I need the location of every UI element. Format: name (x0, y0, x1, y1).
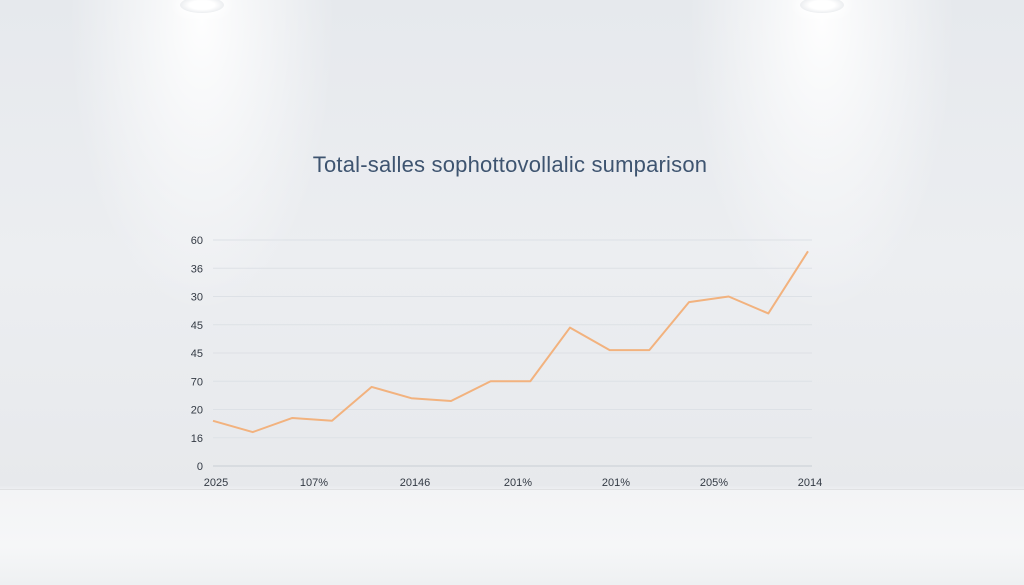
y-tick-label: 16 (191, 433, 203, 445)
x-tick-label: 2025 (204, 477, 228, 489)
gridlines (213, 239, 812, 467)
chart-title: Total-salles sophottovollalic sumparison (312, 152, 708, 177)
x-tick-label: 201% (602, 477, 630, 489)
y-tick-label: 30 (191, 292, 203, 304)
x-tick-label: 107% (300, 477, 328, 489)
y-tick-label: 45 (191, 348, 203, 360)
y-tick-label: 0 (197, 461, 203, 473)
ceiling-spotlight-left (180, 0, 224, 13)
y-axis-tick-labels: 60 36 30 45 45 70 20 16 0 (191, 235, 203, 473)
x-tick-label: 2014 (798, 477, 822, 489)
y-tick-label: 20 (191, 405, 203, 417)
y-tick-label: 36 (191, 263, 203, 275)
x-tick-label: 201% (504, 477, 532, 489)
y-tick-label: 70 (191, 376, 203, 388)
x-axis-tick-labels: 2025 107% 20146 201% 201% 205% 2014 (204, 477, 822, 489)
series-line (212, 250, 809, 434)
x-tick-label: 20146 (400, 477, 431, 489)
y-tick-label: 60 (191, 235, 203, 247)
floor (0, 490, 1024, 585)
x-tick-label: 205% (700, 477, 728, 489)
y-tick-label: 45 (191, 320, 203, 332)
series-lines (212, 250, 809, 434)
ceiling-spotlight-right (800, 0, 844, 13)
